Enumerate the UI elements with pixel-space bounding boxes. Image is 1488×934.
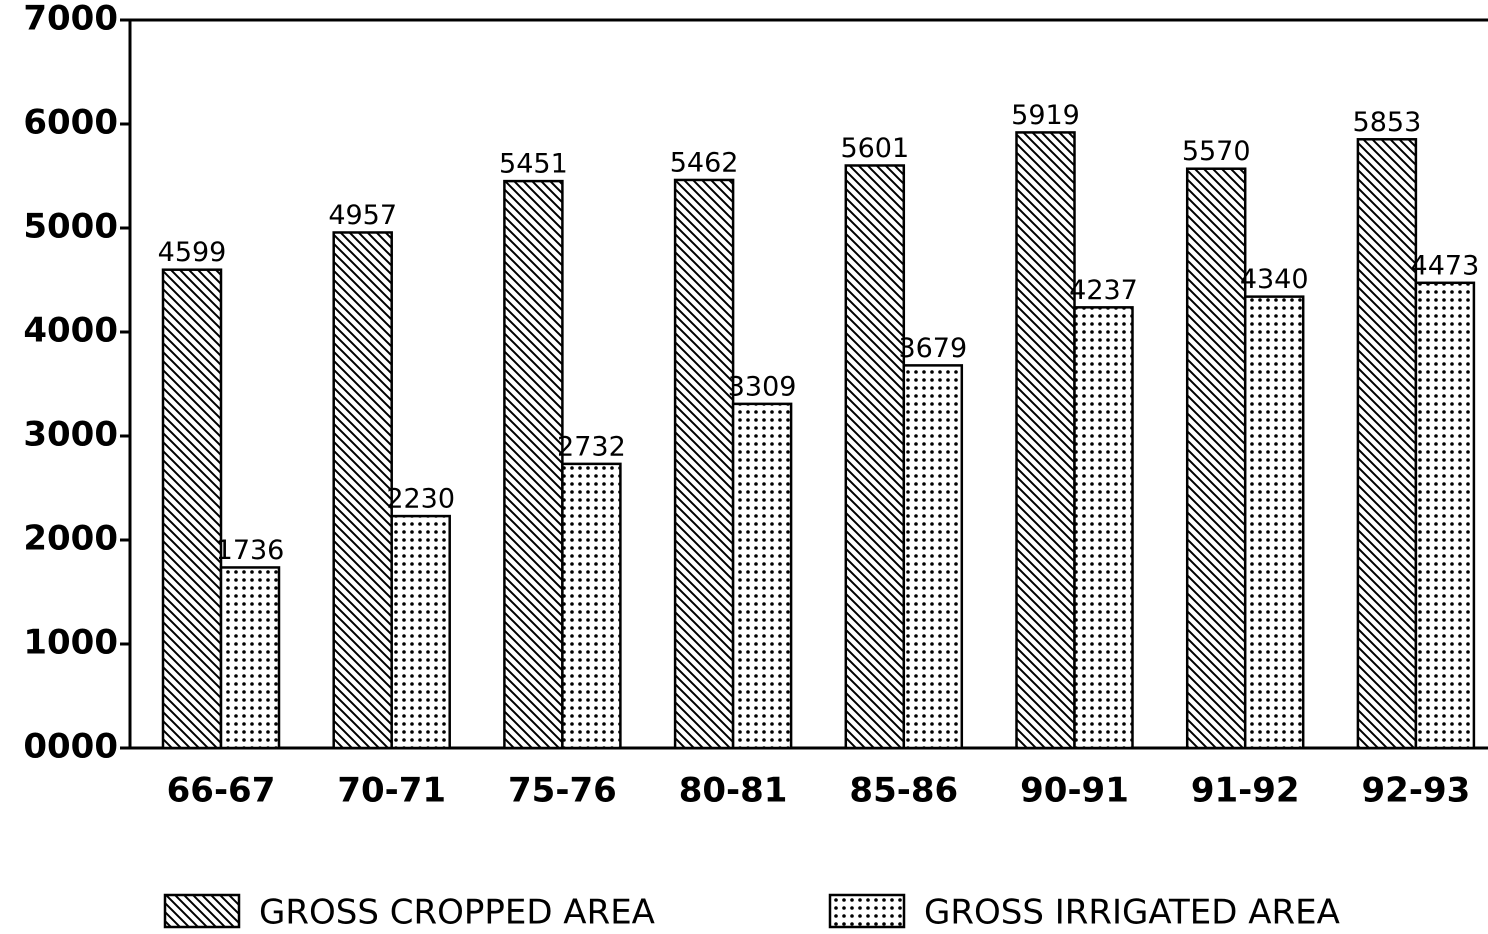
value-label: 4957 [328,200,397,231]
y-tick-label: 7000 [23,0,118,39]
legend-swatch [163,893,241,929]
y-tick-label: 2000 [23,519,118,559]
bar [1356,138,1418,750]
x-tick-label: 91-92 [1191,771,1300,811]
value-label: 5451 [499,149,568,180]
y-tick-label: 0000 [23,727,118,767]
value-label: 5601 [840,133,909,164]
bar [503,179,564,750]
value-label: 4340 [1240,264,1309,295]
bar [844,164,906,750]
bar [1185,167,1247,750]
bar [1073,306,1134,750]
y-tick-label: 5000 [23,207,118,247]
x-tick-label: 85-86 [849,771,958,811]
value-label: 3679 [898,333,967,364]
bar [902,364,964,750]
bar [731,402,793,750]
x-tick-label: 92-93 [1362,771,1471,811]
x-tick-label: 90-91 [1020,771,1129,811]
bar [673,178,735,750]
bar [390,514,451,750]
value-label: 5570 [1182,136,1251,167]
x-tick-label: 66-67 [167,771,276,811]
bar [1015,131,1076,750]
bar [161,268,223,750]
bar [219,566,281,750]
y-tick-label: 6000 [23,103,118,143]
value-label: 4473 [1411,250,1480,281]
y-tick-label: 1000 [23,623,118,663]
bar [332,231,393,750]
value-label: 3309 [728,371,797,402]
bar [1243,295,1305,750]
y-tick-label: 4000 [23,311,118,351]
value-label: 2230 [386,484,455,515]
value-label: 4599 [158,237,227,268]
x-tick-label: 75-76 [508,771,617,811]
legend-label: GROSS IRRIGATED AREA [924,893,1340,933]
value-label: 2732 [557,431,626,462]
x-tick-label: 70-71 [337,771,446,811]
y-tick-label: 3000 [23,415,118,455]
value-label: 5919 [1011,100,1080,131]
legend-swatch [828,893,906,929]
value-label: 4237 [1069,275,1138,306]
bar [561,462,622,750]
x-tick-label: 80-81 [679,771,788,811]
value-label: 1736 [216,535,285,566]
value-label: 5853 [1353,107,1422,138]
bar [1414,281,1476,750]
legend-label: GROSS CROPPED AREA [259,893,655,933]
value-label: 5462 [670,147,739,178]
